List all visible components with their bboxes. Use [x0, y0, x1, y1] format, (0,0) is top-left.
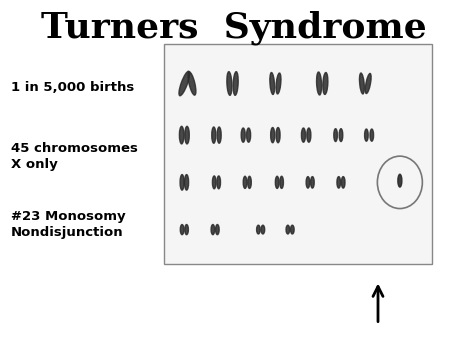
Ellipse shape: [217, 176, 220, 189]
Ellipse shape: [211, 224, 215, 235]
Bar: [164, 44, 432, 264]
Ellipse shape: [291, 225, 294, 234]
Ellipse shape: [286, 225, 290, 234]
Ellipse shape: [212, 176, 216, 189]
Ellipse shape: [233, 72, 238, 95]
Ellipse shape: [280, 176, 284, 189]
Ellipse shape: [276, 73, 281, 94]
Ellipse shape: [365, 73, 371, 94]
Ellipse shape: [227, 72, 232, 95]
Ellipse shape: [334, 129, 338, 142]
Ellipse shape: [180, 224, 184, 235]
Ellipse shape: [316, 72, 322, 95]
Ellipse shape: [256, 225, 260, 234]
Ellipse shape: [184, 174, 189, 190]
Ellipse shape: [306, 176, 310, 188]
Ellipse shape: [310, 176, 314, 188]
Ellipse shape: [217, 127, 221, 143]
Ellipse shape: [180, 174, 184, 190]
Text: 1 in 5,000 births: 1 in 5,000 births: [11, 81, 135, 94]
Ellipse shape: [276, 127, 280, 143]
Ellipse shape: [261, 225, 265, 234]
Ellipse shape: [337, 176, 341, 188]
Ellipse shape: [270, 127, 274, 143]
Ellipse shape: [185, 224, 189, 235]
Text: 45 chromosomes
X only: 45 chromosomes X only: [11, 142, 138, 171]
Ellipse shape: [307, 128, 311, 142]
Text: #23 Monosomy
Nondisjunction: #23 Monosomy Nondisjunction: [11, 210, 126, 239]
Ellipse shape: [185, 126, 189, 144]
Ellipse shape: [360, 73, 364, 94]
Ellipse shape: [342, 176, 345, 188]
Ellipse shape: [180, 126, 184, 144]
Ellipse shape: [398, 174, 402, 187]
Ellipse shape: [302, 128, 306, 142]
Ellipse shape: [216, 224, 219, 235]
Ellipse shape: [275, 176, 279, 189]
Ellipse shape: [323, 73, 328, 94]
Ellipse shape: [212, 127, 216, 143]
Text: Turners  Syndrome: Turners Syndrome: [41, 10, 427, 45]
Ellipse shape: [270, 73, 274, 94]
Ellipse shape: [247, 128, 251, 142]
Ellipse shape: [241, 128, 245, 142]
Ellipse shape: [248, 176, 251, 189]
Ellipse shape: [243, 176, 247, 189]
Ellipse shape: [370, 129, 374, 141]
Ellipse shape: [188, 72, 196, 95]
Ellipse shape: [179, 71, 189, 96]
Ellipse shape: [339, 129, 343, 142]
Ellipse shape: [364, 129, 368, 141]
